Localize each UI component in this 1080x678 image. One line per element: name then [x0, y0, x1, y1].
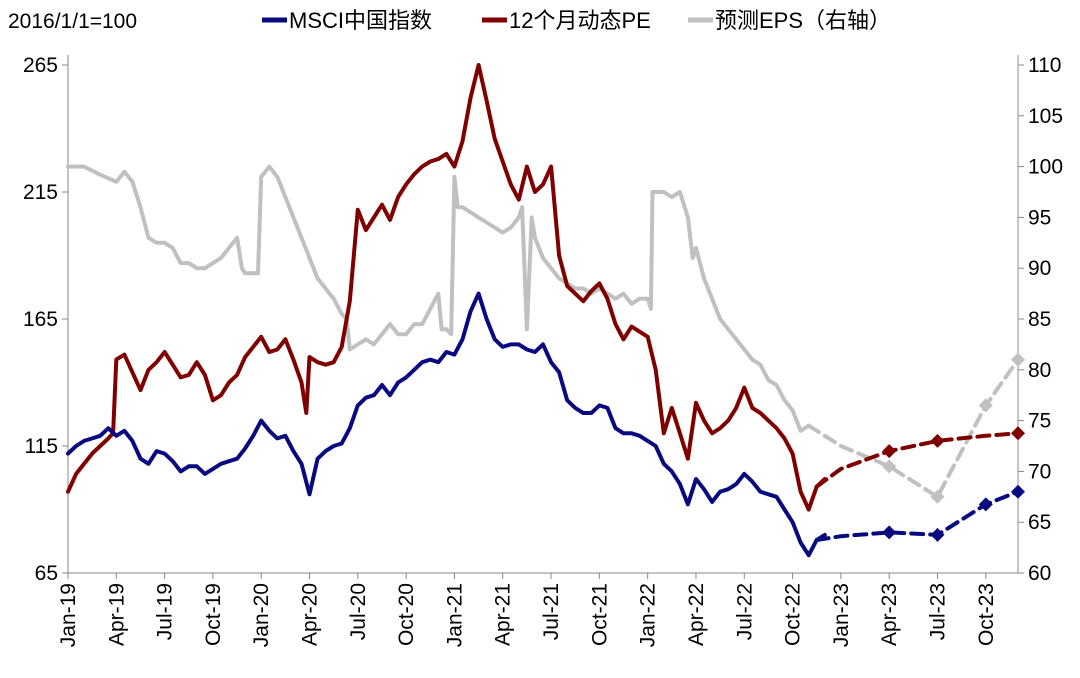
x-tick-label: Jan-22: [637, 583, 660, 647]
legend-label-eps: 预测EPS（右轴）: [715, 8, 891, 33]
series-line: [66, 63, 827, 512]
forecast-point-marker: [1011, 484, 1025, 499]
forecast-point-marker: [978, 497, 993, 512]
series-layer: [66, 63, 1025, 558]
x-tick-label: Jan-21: [443, 583, 466, 647]
x-tick-label: Jan-20: [250, 583, 273, 647]
left-tick-label: 165: [23, 308, 58, 331]
series-line: [66, 164, 811, 433]
forecast-point-marker: [930, 527, 945, 542]
forecast-point-marker: [930, 433, 945, 448]
x-tick-label: Apr-21: [492, 583, 515, 646]
left-axis-note: 2016/1/1=100: [8, 10, 137, 33]
legend: MSCI中国指数 12个月动态PE 预测EPS（右轴）: [262, 8, 891, 33]
left-tick-label: 265: [23, 54, 58, 77]
right-tick-label: 75: [1028, 410, 1051, 433]
forecast-point-marker: [882, 444, 897, 459]
x-tick-label: Jul-21: [540, 583, 563, 640]
right-tick-label: 90: [1028, 257, 1051, 280]
x-tick-label: Oct-19: [202, 583, 225, 646]
right-tick-label: 80: [1028, 359, 1051, 382]
right-tick-label: 70: [1028, 460, 1051, 483]
forecast-point-marker: [1011, 426, 1025, 441]
x-tick-label: Jan-23: [830, 583, 853, 647]
series-line-forecast: [814, 431, 1020, 489]
forecast-point-marker: [882, 525, 897, 540]
legend-label-msci: MSCI中国指数: [289, 8, 432, 33]
left-tick-label: 215: [23, 181, 58, 204]
forecast-point-marker: [978, 398, 993, 413]
x-tick-label: Apr-23: [878, 583, 901, 646]
axes: 65 115 165 215 265 60 65 70 75 80 85 90 95 100 105 110 J…: [23, 54, 1063, 647]
series-line-forecast: [814, 489, 1020, 542]
x-tick-label: Apr-20: [299, 583, 322, 646]
forecast-point-marker: [930, 489, 945, 504]
x-tick-label: Apr-19: [105, 583, 128, 646]
x-tick-label: Oct-20: [395, 583, 418, 646]
x-tick-label: Jan-19: [57, 583, 80, 647]
x-tick-label: Jul-22: [733, 583, 756, 640]
x-tick-label: Oct-22: [782, 583, 805, 646]
x-tick-label: Jul-23: [926, 583, 949, 640]
series-line: [66, 291, 827, 558]
right-tick-label: 110: [1028, 54, 1061, 77]
right-tick-label: 85: [1028, 308, 1051, 331]
x-tick-label: Jul-19: [154, 583, 177, 640]
forecast-point-marker: [1011, 352, 1025, 367]
x-tick-label: Oct-21: [588, 583, 611, 646]
right-tick-label: 105: [1028, 105, 1063, 128]
forecast-point-marker: [882, 459, 897, 474]
left-tick-label: 115: [25, 435, 58, 458]
right-tick-label: 100: [1028, 156, 1063, 179]
x-tick-label: Apr-22: [685, 583, 708, 646]
x-tick-label: Jul-20: [347, 583, 370, 640]
legend-label-pe: 12个月动态PE: [509, 8, 651, 33]
right-tick-label: 60: [1028, 562, 1051, 585]
series-line-forecast: [806, 357, 1020, 499]
right-tick-label: 95: [1028, 206, 1051, 229]
left-tick-label: 65: [35, 562, 58, 585]
x-tick-label: Oct-23: [975, 583, 998, 646]
right-tick-label: 65: [1028, 511, 1051, 534]
